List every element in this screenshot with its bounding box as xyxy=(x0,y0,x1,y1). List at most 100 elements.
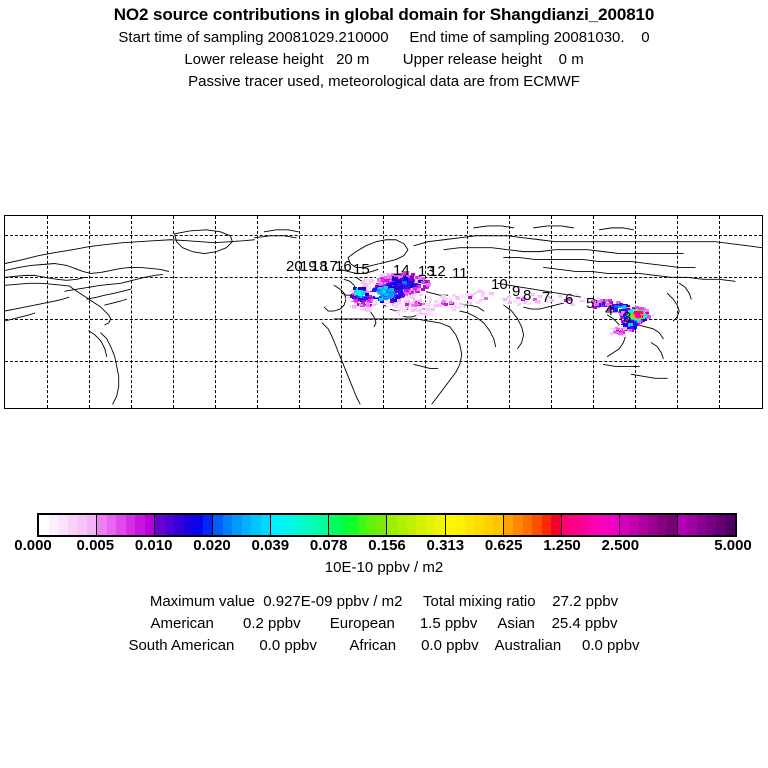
plume-cell xyxy=(568,298,572,301)
plume-cell xyxy=(459,302,463,305)
plume-cell xyxy=(400,275,404,278)
colorbar-tick-label: 0.625 xyxy=(484,537,523,554)
plume-cell xyxy=(628,323,633,326)
plume-cell xyxy=(636,323,640,326)
colorbar-step xyxy=(116,515,126,535)
plume-cell xyxy=(444,303,448,306)
plume-cell xyxy=(369,292,373,295)
plume-cell xyxy=(400,294,405,297)
plume-cell xyxy=(399,300,404,303)
plume-cell xyxy=(427,296,431,299)
colorbar-step xyxy=(376,515,387,535)
plume-cell xyxy=(366,301,370,304)
plume-cell xyxy=(349,305,353,308)
plume-cell xyxy=(390,300,394,303)
colorbar xyxy=(37,513,737,537)
colorbar-unit-label: 10E-10 ppbv / m2 xyxy=(324,559,444,576)
plume-cell xyxy=(412,289,417,292)
plume-cell xyxy=(609,304,613,307)
colorbar-tick-label: 0.039 xyxy=(251,537,290,554)
colorbar-step xyxy=(125,515,136,535)
gridline-lon xyxy=(383,216,384,408)
plume-cell xyxy=(470,294,474,297)
plume-cell xyxy=(414,284,418,287)
plume-cell xyxy=(638,311,643,314)
plume-cell xyxy=(361,301,365,304)
plume-cell xyxy=(406,297,411,300)
plot-header: NO2 source contributions in global domai… xyxy=(0,0,768,93)
colorbar-step xyxy=(483,515,494,535)
gridline-lat xyxy=(5,319,762,320)
global-map-panel: 20 19 18 17 16 15 14 13 12 11 10 9 8 7 6 5 4 3 xyxy=(4,215,763,409)
colorbar-step xyxy=(135,515,145,535)
colorbar-step xyxy=(435,515,445,535)
plume-cell xyxy=(533,298,537,301)
plume-cell xyxy=(369,299,373,302)
plume-cell xyxy=(415,297,420,300)
plume-cell xyxy=(634,311,638,314)
colorbar-step xyxy=(677,515,688,535)
plume-cell xyxy=(452,294,456,297)
colorbar-segment xyxy=(39,515,98,535)
plume-cell xyxy=(619,309,624,312)
plume-cell xyxy=(547,296,551,299)
plume-cell xyxy=(452,297,457,300)
plume-cell xyxy=(479,299,483,302)
trajectory-hour-marker: 14 xyxy=(393,262,410,279)
plume-cell xyxy=(422,305,426,308)
max-value-line: Maximum value 0.927E-09 ppbv / m2 Total … xyxy=(149,593,619,610)
colorbar-step xyxy=(599,515,610,535)
trajectory-hour-marker: 18 xyxy=(311,258,328,275)
trajectory-hour-marker: 3 xyxy=(623,309,632,326)
plume-cell xyxy=(455,297,460,300)
plume-cell xyxy=(399,306,403,309)
colorbar-step xyxy=(387,515,397,535)
colorbar-segment xyxy=(155,515,214,535)
plume-cell xyxy=(619,303,623,306)
plume-cell xyxy=(407,278,411,281)
colorbar-step xyxy=(299,515,310,535)
plume-cell xyxy=(460,300,465,303)
plume-cell xyxy=(627,329,632,332)
gridline-lat xyxy=(5,361,762,362)
plume-cell xyxy=(629,321,634,324)
plume-cell xyxy=(624,331,629,334)
plume-cell xyxy=(405,305,409,308)
colorbar-step xyxy=(309,515,319,535)
plume-cell xyxy=(395,290,399,293)
plume-cell xyxy=(359,303,363,306)
plume-cell xyxy=(627,318,632,321)
trajectory-hour-marker: 7 xyxy=(542,289,551,306)
plume-cell xyxy=(346,297,350,300)
plume-cell xyxy=(568,293,572,296)
plume-cell xyxy=(633,319,638,322)
plume-cell xyxy=(632,321,636,324)
plume-cell xyxy=(622,323,627,326)
plume-cell xyxy=(392,286,397,289)
plume-cell xyxy=(580,302,584,305)
colorbar-tick-label: 0.005 xyxy=(76,537,115,554)
plume-cell xyxy=(459,305,464,308)
plume-cell xyxy=(411,309,415,312)
colorbar-step xyxy=(416,515,426,535)
plume-cell xyxy=(406,291,410,294)
plume-cell xyxy=(420,291,424,294)
plume-cell xyxy=(375,285,379,288)
plume-cell xyxy=(442,300,446,303)
plume-cell xyxy=(608,299,612,302)
plume-cell xyxy=(384,279,388,282)
plume-cell xyxy=(412,283,416,286)
plume-cell xyxy=(452,299,456,302)
trajectory-hour-marker: 5 xyxy=(586,295,595,312)
plume-cell xyxy=(375,294,379,297)
plume-cell xyxy=(400,304,404,307)
plume-cell xyxy=(358,290,362,293)
plume-cell xyxy=(395,297,399,300)
colorbar-step xyxy=(155,515,165,535)
region-row-south: South American 0.0 ppbv African 0.0 ppbv… xyxy=(128,637,640,654)
colorbar-step xyxy=(571,515,581,535)
plume-cell xyxy=(547,300,551,303)
colorbar-step xyxy=(329,515,339,535)
plume-cell xyxy=(538,295,542,298)
plume-cell xyxy=(386,273,390,276)
